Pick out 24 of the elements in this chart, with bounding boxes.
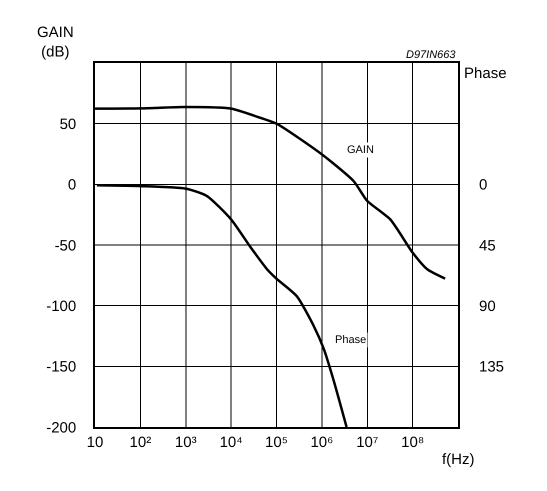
text: D97IN663: [406, 49, 456, 61]
annotation: Phase: [335, 334, 366, 346]
y-tick-label: -100: [46, 298, 76, 315]
y-tick-label: 50: [60, 116, 76, 133]
x-tick-label: 10: [86, 434, 104, 451]
x-tick-label: 10⁴: [220, 434, 243, 451]
x-tick-label: 10⁵: [265, 434, 288, 451]
x-tick-label: 10³: [174, 434, 197, 451]
y-tick-label: -50: [54, 237, 76, 254]
x-tick-label: 10⁸: [401, 434, 424, 451]
y2-tick-label: 0: [479, 176, 488, 194]
annotation: GAIN: [347, 144, 374, 156]
y-tick-label: 0: [68, 176, 76, 194]
y2-tick-label: 45: [479, 237, 496, 254]
x-tick-label: 10⁷: [356, 434, 378, 451]
y-tick-label: -200: [46, 419, 76, 436]
x-tick-label: 10²: [130, 434, 152, 451]
y-axis-title: GAIN (dB): [37, 24, 74, 60]
y2-axis-title: Phase: [464, 65, 507, 82]
y-tick-label: -150: [46, 358, 76, 376]
x-axis-title: f(Hz): [442, 451, 474, 468]
y2-tick-label: 135: [479, 358, 504, 376]
x-tick-label: 10⁶: [310, 434, 334, 451]
y2-tick-label: 90: [479, 298, 496, 315]
